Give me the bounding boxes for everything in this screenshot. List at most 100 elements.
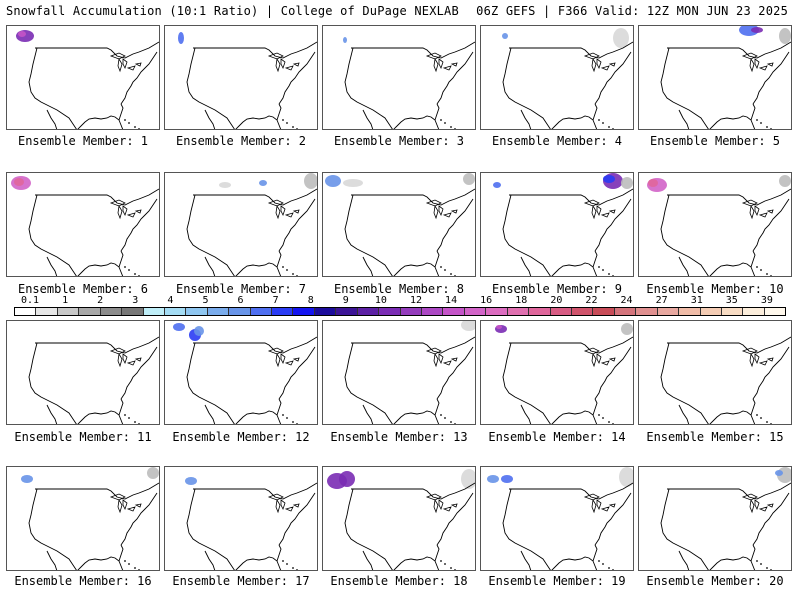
coastline xyxy=(594,51,632,105)
colorbar-swatch xyxy=(721,308,744,315)
snowfall-colorbar: 0.1 1 2 3 4 5 6 7 8 9 10 12 14 16 18 20 22 24 27 31 35 39 xyxy=(14,296,786,318)
coastline xyxy=(278,51,316,105)
caribbean-island xyxy=(292,273,294,275)
caribbean-island xyxy=(128,122,130,124)
great-lake xyxy=(433,204,439,220)
ensemble-member-map xyxy=(322,172,476,277)
ensemble-member-label: Ensemble Member: 6 xyxy=(17,282,149,296)
caribbean-island xyxy=(444,269,446,271)
colorbar-tick-label: 2 xyxy=(97,295,104,306)
coastline xyxy=(28,488,77,570)
caribbean-island xyxy=(440,266,442,268)
us-canada-border xyxy=(193,188,317,206)
colorbar-tick-label: 14 xyxy=(445,295,458,306)
colorbar-swatch xyxy=(79,308,101,315)
ensemble-member-label: Ensemble Member: 8 xyxy=(333,282,465,296)
caribbean-island xyxy=(124,266,126,268)
colorbar-swatch xyxy=(464,308,487,315)
caribbean-island xyxy=(286,563,288,565)
map-title: Snowfall Accumulation (10:1 Ratio) | Col… xyxy=(6,4,459,18)
great-lake xyxy=(591,204,597,220)
coastline xyxy=(28,47,77,129)
coastline xyxy=(186,194,235,276)
great-lake xyxy=(450,62,458,67)
coastline xyxy=(436,51,474,105)
great-lake xyxy=(608,62,616,67)
great-lake xyxy=(758,212,768,218)
coastline xyxy=(592,544,598,562)
great-lake xyxy=(109,52,126,60)
colorbar-swatch xyxy=(272,308,294,315)
coastline xyxy=(235,556,282,570)
caribbean-island xyxy=(124,560,126,562)
us-map xyxy=(21,467,159,570)
great-lake xyxy=(754,353,760,365)
us-map xyxy=(495,323,633,424)
caribbean-island xyxy=(450,273,452,275)
great-lake xyxy=(749,352,755,368)
colorbar-tick-label: 6 xyxy=(237,295,244,306)
snowfall-shading xyxy=(648,179,658,187)
us-canada-border xyxy=(351,41,475,59)
great-lake xyxy=(442,65,452,71)
coastline xyxy=(276,544,282,562)
ensemble-member-map xyxy=(6,172,160,277)
coastline xyxy=(594,492,632,546)
caribbean-island xyxy=(770,128,772,129)
great-lake xyxy=(126,212,136,218)
coastline xyxy=(393,262,440,276)
coastline xyxy=(434,103,440,121)
caribbean-island xyxy=(450,421,452,423)
colorbar-swatch xyxy=(571,308,594,315)
snowfall-shading xyxy=(304,173,317,189)
colorbar-tick-label: 8 xyxy=(307,295,314,306)
coastline xyxy=(362,550,374,570)
coastline xyxy=(750,544,756,562)
us-canada-border xyxy=(193,336,317,354)
coastline xyxy=(502,47,551,129)
us-canada-border xyxy=(193,41,317,59)
colorbar-swatch xyxy=(164,308,187,315)
great-lake xyxy=(109,347,126,355)
us-map xyxy=(325,173,475,276)
coastline xyxy=(660,47,709,129)
coastline xyxy=(678,109,690,129)
us-map xyxy=(487,467,633,570)
great-lake xyxy=(442,506,452,512)
caribbean-island xyxy=(766,567,768,569)
snowfall-shading xyxy=(751,27,763,33)
colorbar-swatch xyxy=(700,308,722,315)
coastline xyxy=(186,47,235,129)
great-lake xyxy=(126,65,136,71)
ensemble-member-label: Ensemble Member: 20 xyxy=(646,574,784,588)
great-lake xyxy=(583,199,600,207)
great-lake xyxy=(280,58,286,70)
coastline xyxy=(235,410,282,424)
colorbar-tick-label: 10 xyxy=(374,295,387,306)
great-lake xyxy=(766,357,774,362)
coastline xyxy=(434,398,440,416)
coastline xyxy=(186,342,235,424)
coastline xyxy=(502,488,551,570)
us-map xyxy=(660,467,791,570)
coastline xyxy=(118,544,124,562)
great-lake xyxy=(600,506,610,512)
ensemble-member-map xyxy=(638,320,792,425)
coastline xyxy=(186,488,235,570)
us-map xyxy=(173,323,317,424)
coastline xyxy=(46,404,58,424)
great-lake xyxy=(438,205,444,217)
coastline xyxy=(502,194,551,276)
coastline xyxy=(594,198,632,252)
colorbar-tick-label: 24 xyxy=(620,295,633,306)
colorbar-swatch xyxy=(657,308,680,315)
ensemble-member-label: Ensemble Member: 1 xyxy=(17,134,149,148)
coastline xyxy=(520,404,532,424)
coastline xyxy=(28,342,77,424)
caribbean-island xyxy=(766,273,768,275)
great-lake xyxy=(591,57,597,73)
great-lake xyxy=(267,52,284,60)
caribbean-island xyxy=(440,119,442,121)
coastline xyxy=(344,488,393,570)
great-lake xyxy=(134,503,142,508)
